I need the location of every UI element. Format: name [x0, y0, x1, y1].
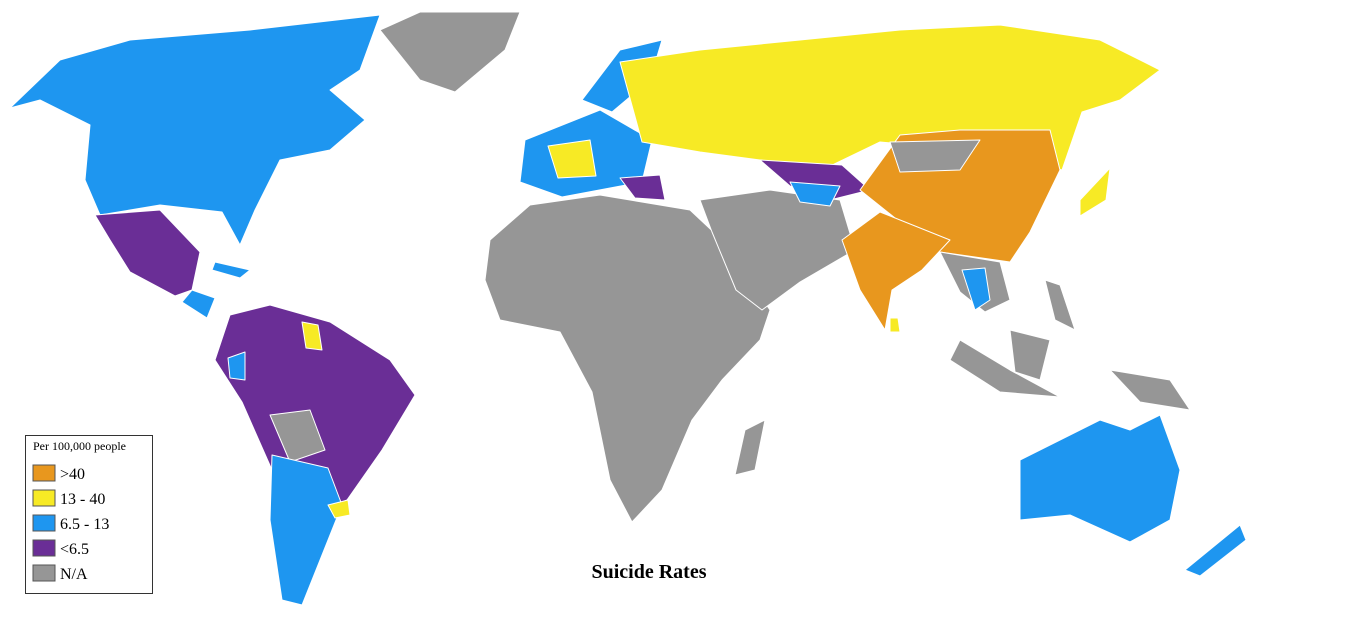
legend-label: <6.5	[60, 541, 89, 558]
caribbean	[211, 261, 251, 279]
regions	[9, 11, 1247, 606]
argentina-chile	[269, 454, 343, 606]
map-title: Suicide Rates	[592, 561, 707, 583]
new-zealand	[1184, 524, 1247, 577]
sri-lanka	[889, 317, 901, 333]
thailand	[961, 267, 991, 311]
legend-label: 6.5 - 13	[60, 516, 109, 533]
uruguay	[327, 499, 351, 519]
legend-swatch	[32, 464, 56, 482]
australia	[1019, 414, 1181, 543]
borneo	[1009, 329, 1051, 381]
north-america	[9, 14, 381, 246]
legend-swatch	[32, 489, 56, 507]
south-america	[214, 304, 416, 511]
guyana	[301, 321, 323, 351]
legend-swatch	[32, 564, 56, 582]
balkans	[619, 174, 666, 201]
legend-label: >40	[60, 466, 85, 483]
bolivia	[269, 409, 326, 463]
india	[841, 211, 951, 331]
japan	[1079, 167, 1111, 217]
sumatra-java	[949, 339, 1061, 398]
legend-title: Per 100,000 people	[33, 439, 126, 453]
new-guinea	[1109, 369, 1191, 411]
legend-label: 13 - 40	[60, 491, 105, 508]
madagascar	[734, 419, 766, 476]
legend-label: N/A	[60, 566, 88, 583]
caucasus-iran	[789, 181, 841, 207]
legend-swatch	[32, 514, 56, 532]
philippines	[1044, 279, 1076, 331]
colombia-part	[227, 351, 246, 381]
middle-east	[699, 189, 856, 311]
central-america	[181, 289, 216, 319]
central-asia	[759, 159, 871, 201]
france	[547, 139, 597, 179]
legend-swatch	[32, 539, 56, 557]
africa	[484, 194, 771, 523]
legend: Per 100,000 people >40 13 - 40 6.5 - 13 <6.…	[25, 435, 153, 594]
mexico	[94, 209, 201, 297]
greenland	[379, 11, 521, 93]
mongolia	[889, 139, 981, 173]
